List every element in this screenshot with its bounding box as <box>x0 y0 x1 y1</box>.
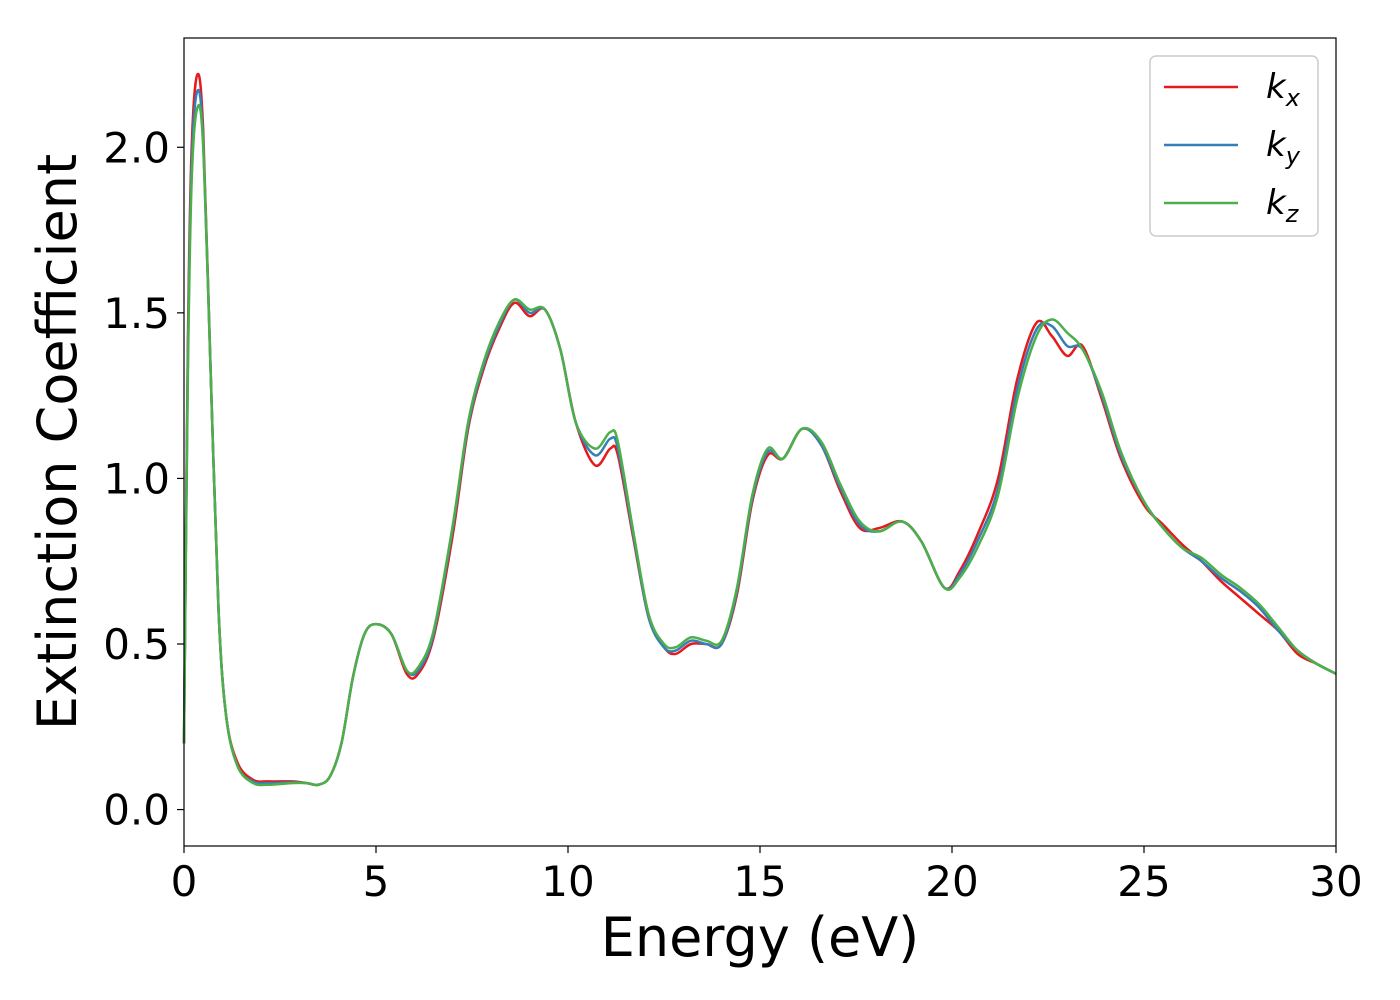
y-axis-ticks: 0.0 0.5 1.0 1.5 2.0 <box>103 123 184 835</box>
x-axis-label: Energy (eV) <box>601 906 920 969</box>
y-tick-label: 1.0 <box>103 454 170 503</box>
x-tick-label: 15 <box>733 857 786 906</box>
y-axis-label: Extinction Coefficient <box>26 154 89 730</box>
series-layer <box>182 72 1337 787</box>
x-tick-label: 5 <box>363 857 390 906</box>
x-tick-label: 25 <box>1117 857 1170 906</box>
x-tick-label: 10 <box>541 857 594 906</box>
x-axis-ticks: 0 5 10 15 20 25 30 <box>171 846 1363 906</box>
legend-subscript-y: y <box>1285 142 1301 170</box>
x-tick-label: 30 <box>1309 857 1362 906</box>
x-tick-label: 0 <box>171 857 198 906</box>
y-tick-label: 1.5 <box>103 289 170 338</box>
series-line-z <box>182 103 1337 787</box>
legend-label-y: ky <box>1266 125 1301 170</box>
y-tick-label: 0.0 <box>103 786 170 835</box>
x-tick-label: 20 <box>925 857 978 906</box>
legend-label-x: kx <box>1266 67 1301 112</box>
y-tick-label: 2.0 <box>103 123 170 172</box>
legend-subscript-z: z <box>1285 200 1300 228</box>
y-tick-label: 0.5 <box>103 620 170 669</box>
legend-subscript-x: x <box>1285 84 1301 112</box>
